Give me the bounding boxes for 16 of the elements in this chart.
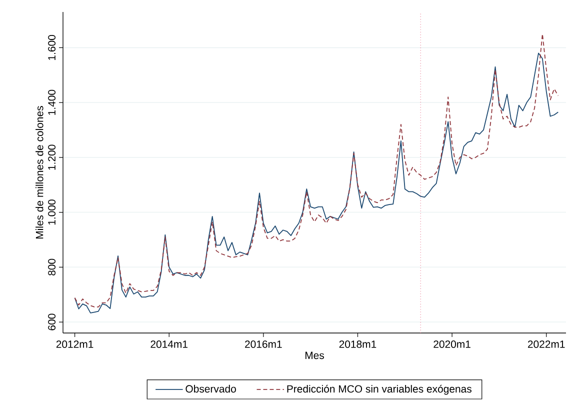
x-tick-label: 2022m1 [528,340,565,348]
y-tick-label: 1.600 [48,34,56,60]
x-tick-label: 2014m1 [150,340,188,348]
y-tick-label: 1.400 [48,90,56,115]
x-axis-title: Mes [305,352,324,360]
x-tick-label: 2020m1 [434,340,470,348]
y-tick-label: 1.200 [48,144,56,170]
y-tick-label: 800 [48,258,56,276]
y-axis-title: Miles de millones de colones [36,106,44,239]
legend-label: Predicción MCO sin variables exógenas [287,384,472,395]
legend-label: Observado [186,384,236,393]
y-tick-label: 1.000 [48,200,56,225]
y-tick-label: 600 [48,314,56,330]
x-tick-label: 2016m1 [245,340,282,348]
x-tick-label: 2012m1 [56,340,94,348]
x-tick-label: 2018m1 [339,340,376,348]
